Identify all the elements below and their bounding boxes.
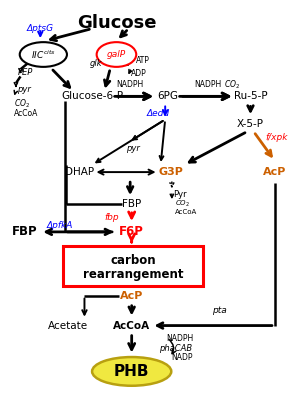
Text: PEP: PEP [17, 68, 33, 77]
Text: Ru-5-P: Ru-5-P [234, 91, 267, 101]
Text: $CO_2$: $CO_2$ [14, 97, 30, 110]
Ellipse shape [97, 42, 136, 67]
Text: phaCAB: phaCAB [159, 344, 192, 353]
Text: G3P: G3P [159, 167, 184, 177]
Text: Pyr: Pyr [174, 190, 187, 199]
Text: Glucose: Glucose [77, 14, 156, 32]
Text: Glucose-6-P: Glucose-6-P [61, 91, 123, 101]
Text: NADP: NADP [171, 353, 193, 362]
Text: ΔpfkA: ΔpfkA [47, 221, 73, 230]
Text: ADP: ADP [131, 69, 147, 78]
Text: $CO_2$: $CO_2$ [175, 199, 190, 209]
Text: AcP: AcP [120, 291, 144, 301]
Text: carbon: carbon [110, 254, 156, 267]
Text: ATP: ATP [136, 56, 150, 65]
Text: FBP: FBP [12, 225, 38, 238]
Text: pta: pta [212, 306, 227, 315]
FancyBboxPatch shape [63, 246, 203, 286]
Text: AcP: AcP [263, 167, 286, 177]
Text: DHAP: DHAP [65, 167, 95, 177]
Text: AcCoA: AcCoA [175, 209, 197, 215]
Text: pyr: pyr [126, 144, 140, 153]
Text: PHB: PHB [114, 364, 149, 379]
Text: rearrangement: rearrangement [83, 268, 184, 281]
Text: FBP: FBP [122, 199, 141, 209]
Text: Acetate: Acetate [48, 320, 88, 330]
Text: X-5-P: X-5-P [237, 119, 264, 129]
Text: glk: glk [90, 59, 103, 68]
Text: Δedd: Δedd [147, 109, 170, 118]
Ellipse shape [20, 42, 67, 67]
Ellipse shape [92, 357, 171, 386]
Text: 6PG: 6PG [158, 91, 179, 101]
Text: $CO_2$: $CO_2$ [224, 78, 240, 91]
Text: f/xpk: f/xpk [266, 132, 288, 142]
Text: NADPH: NADPH [117, 80, 144, 89]
Text: F6P: F6P [119, 225, 144, 238]
Text: AcCoA: AcCoA [113, 320, 150, 330]
Text: galP: galP [107, 50, 126, 59]
Text: fbp: fbp [105, 213, 119, 222]
Text: NADPH: NADPH [194, 80, 222, 89]
Text: NADPH: NADPH [167, 334, 194, 343]
Text: $IIC^{cits}$: $IIC^{cits}$ [31, 48, 56, 61]
Text: AcCoA: AcCoA [14, 109, 38, 118]
Text: ΔptsG: ΔptsG [27, 24, 54, 33]
Text: pyr: pyr [17, 85, 31, 94]
